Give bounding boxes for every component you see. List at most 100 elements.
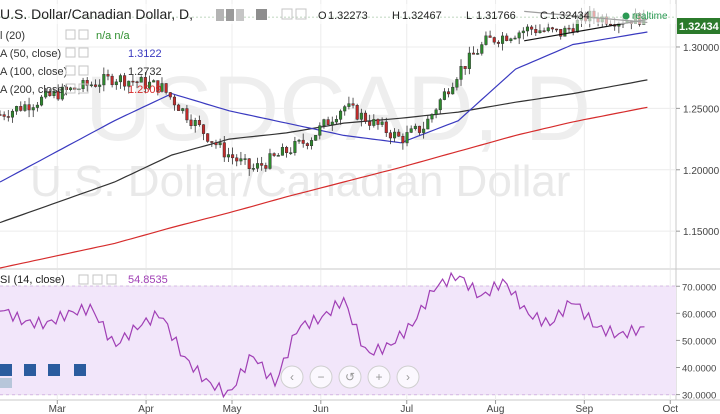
candle — [185, 105, 189, 124]
rsi-tick-label: 60.0000 — [682, 309, 716, 320]
indicator-legend: l (20) n/a n/a A (50, close) 1.3122 A (100, … — [0, 29, 162, 96]
candle — [330, 116, 334, 131]
reset-button[interactable]: ↺ — [338, 365, 362, 389]
candle — [214, 139, 218, 149]
candle — [206, 133, 210, 143]
candle — [106, 69, 110, 81]
time-tick-label: Sep — [575, 404, 593, 414]
candle — [314, 135, 318, 141]
ohlc-key: O — [318, 10, 327, 22]
candle — [135, 80, 139, 89]
rsi-tools[interactable] — [78, 274, 117, 285]
candle — [19, 101, 23, 112]
candle — [442, 88, 446, 101]
candle — [517, 30, 521, 45]
candle — [168, 92, 172, 100]
time-tick-label: May — [223, 404, 242, 414]
legend-label: A (50, close) — [0, 48, 61, 60]
candle — [401, 133, 405, 150]
candle — [189, 114, 193, 130]
candle — [35, 102, 39, 112]
candle — [318, 122, 322, 140]
scroll-left-button[interactable]: ‹ — [280, 365, 304, 389]
candle — [513, 35, 517, 40]
zoom-in-button[interactable]: + — [367, 365, 391, 389]
candle — [376, 118, 380, 130]
candle — [280, 143, 284, 156]
candle — [27, 97, 31, 118]
candle — [39, 94, 44, 107]
candle — [31, 104, 35, 118]
chart-title: U.S. Dollar/Canadian Dollar, D, — [0, 6, 193, 22]
candle — [172, 94, 176, 111]
ohlc-value: 1.31766 — [476, 10, 516, 22]
scroll-right-button[interactable]: › — [396, 365, 420, 389]
candle — [417, 125, 422, 136]
candle — [501, 32, 505, 51]
ma200-line — [0, 106, 648, 269]
candle — [305, 142, 309, 150]
color-swatch — [216, 9, 224, 21]
candle — [484, 31, 488, 46]
candle — [160, 77, 164, 93]
candle — [247, 158, 251, 176]
ohlc-value: 1.32467 — [402, 10, 442, 22]
legend-label: A (100, close) — [0, 66, 67, 78]
candle — [455, 77, 459, 91]
candle — [301, 133, 305, 148]
candle — [297, 138, 301, 144]
candle — [368, 114, 372, 131]
candle — [56, 84, 60, 101]
candle — [118, 73, 122, 89]
settings-icon[interactable] — [256, 9, 267, 20]
candle — [6, 109, 10, 122]
time-tick-label: Jul — [400, 404, 413, 414]
candle — [181, 107, 185, 114]
candle — [93, 79, 98, 88]
time-tick-label: Oct — [662, 404, 678, 414]
candle — [218, 138, 222, 148]
layout-squares[interactable] — [0, 364, 86, 388]
candle — [260, 156, 264, 171]
candle — [156, 80, 160, 96]
price-tick-label: 1.15000 — [683, 227, 720, 238]
zoom-out-button[interactable]: − — [309, 365, 333, 389]
rsi-tick-label: 30.0000 — [682, 391, 716, 402]
candle — [467, 46, 471, 75]
candle — [210, 141, 214, 147]
candle — [393, 128, 397, 142]
candle — [48, 88, 52, 97]
candle — [542, 27, 546, 33]
candle — [459, 59, 463, 86]
candle — [530, 25, 534, 36]
rsi-band — [0, 286, 676, 395]
candle — [226, 147, 230, 163]
time-tick-label: Aug — [487, 404, 505, 414]
candle — [272, 152, 276, 158]
candle — [114, 78, 118, 90]
candle — [388, 129, 392, 145]
time-axis-ticks: Mar Apr May Jun Jul Aug Sep Oct — [49, 400, 678, 414]
candle — [413, 123, 417, 131]
candle — [422, 121, 426, 139]
candle — [363, 110, 368, 124]
candle — [430, 113, 434, 123]
realtime-dot — [622, 12, 630, 20]
candle — [0, 110, 2, 116]
candle — [505, 33, 509, 42]
color-swatch — [226, 9, 234, 21]
candle — [355, 103, 359, 121]
legend-tools[interactable] — [281, 8, 307, 20]
chart-navigation[interactable]: ‹ − ↺ + › — [280, 365, 420, 389]
candle — [89, 81, 93, 88]
candle — [251, 163, 255, 172]
ohlc-values: O 1.32273 H 1.32467 L 1.31766 C 1.32434 — [318, 10, 590, 22]
candle — [550, 26, 554, 33]
candle — [322, 118, 326, 129]
candle — [201, 124, 206, 141]
rsi-tick-label: 70.0000 — [682, 282, 716, 293]
candle — [231, 147, 235, 165]
header-bg — [0, 4, 676, 24]
candle — [268, 148, 272, 170]
